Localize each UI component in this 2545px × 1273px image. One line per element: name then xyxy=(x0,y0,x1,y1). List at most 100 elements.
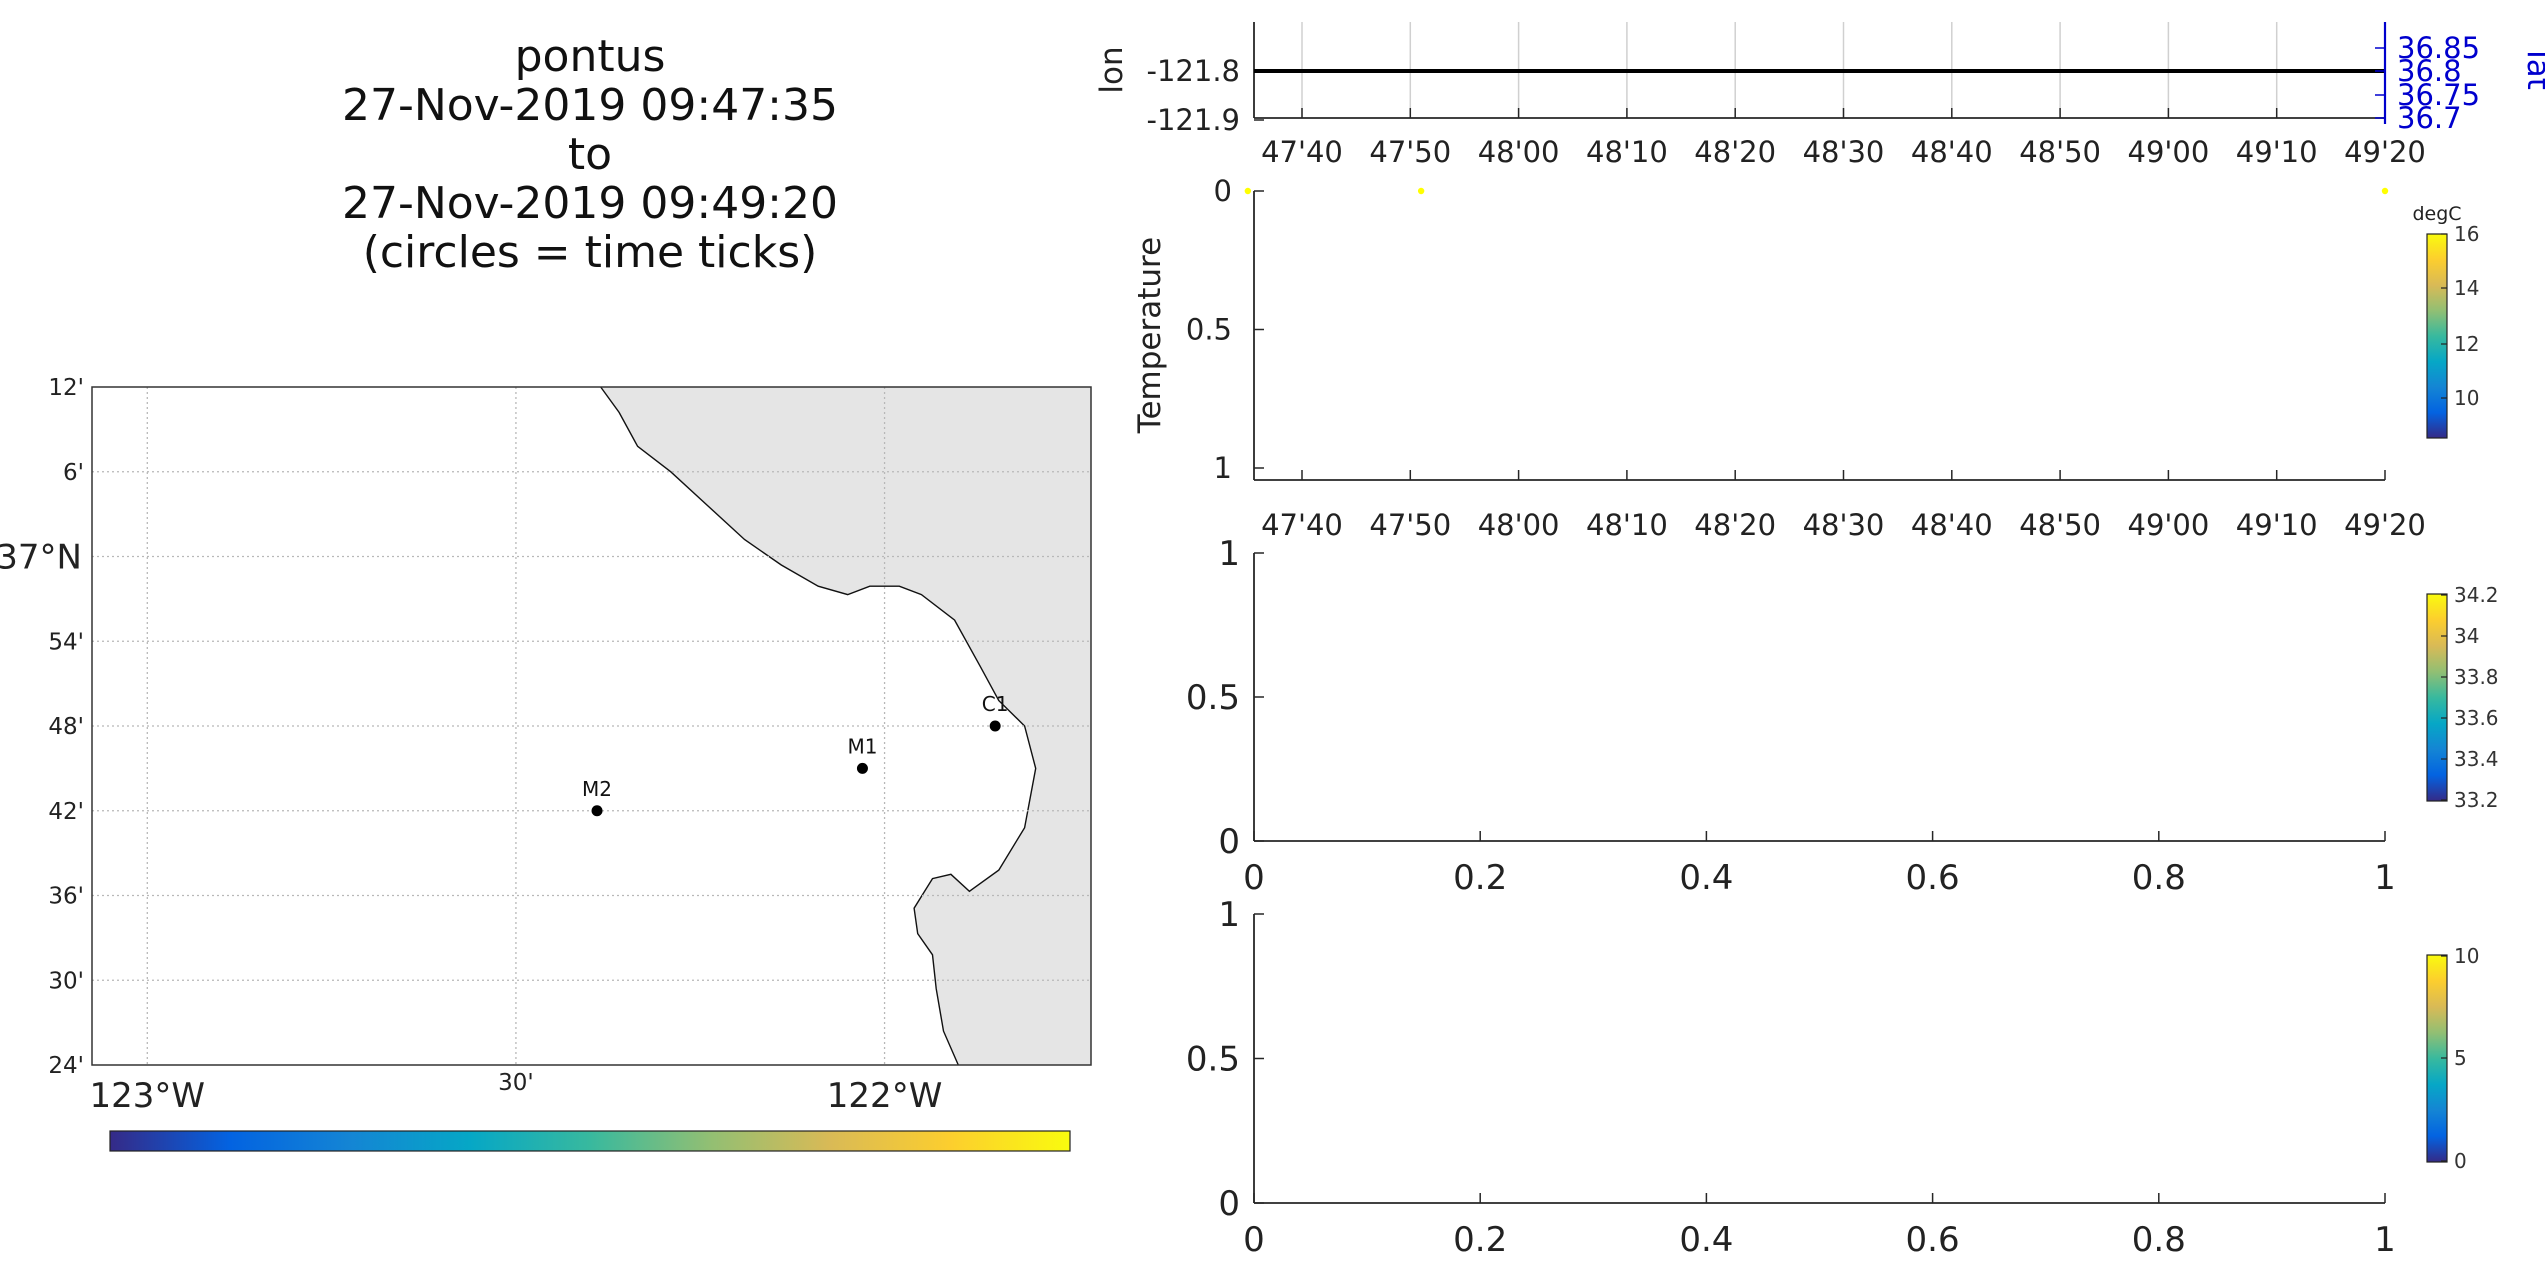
figure-title: pontus 27-Nov-2019 09:47:35 to 27-Nov-20… xyxy=(190,32,990,277)
map-lat-tick-label: 24' xyxy=(48,1053,84,1079)
map-lat-tick-label: 36' xyxy=(48,884,84,910)
y-tick-label: 1 xyxy=(1214,451,1232,485)
lat-tick-label: 36.75 xyxy=(2397,78,2480,112)
x-tick-label: 0.8 xyxy=(2132,1220,2186,1260)
colorbar-tick-label: 12 xyxy=(2454,332,2479,356)
colorbar-tick-label: 10 xyxy=(2454,386,2479,410)
temperature-data-point xyxy=(1244,187,1252,195)
time-tick-label: 48'50 xyxy=(2019,135,2101,169)
title-line-4: 27-Nov-2019 09:49:20 xyxy=(341,178,838,229)
panel-temperature: 47'40 47'50 48'00 48'10 48'20 48'30 48'40 48'50… xyxy=(1132,174,2479,542)
temperature-data-point xyxy=(1417,187,1425,195)
time-tick-label: 49'00 xyxy=(2128,135,2210,169)
time-tick-label: 48'30 xyxy=(1803,135,1885,169)
title-line-1: pontus xyxy=(514,31,666,82)
map-lat-tick-label: 12' xyxy=(48,375,84,401)
x-tick-label: 0 xyxy=(1243,1220,1265,1260)
time-tick-label: 47'40 xyxy=(1261,508,1343,542)
lat-tick-label: 36.85 xyxy=(2397,31,2480,65)
y-tick-label: 1 xyxy=(1218,534,1240,574)
colorbar-tick-label: 10 xyxy=(2454,944,2479,968)
y-axis-label: Temperature xyxy=(1132,237,1168,434)
panel-3: 0 0.2 0.4 0.6 0.8 1 1 0.5 0 34.2 34 33.8 33.6 33.4 33.… xyxy=(1186,534,2499,898)
x-tick-label: 0.4 xyxy=(1679,858,1733,898)
title-line-3: to xyxy=(567,129,613,180)
lat-tick-label: 36.8 xyxy=(2397,54,2462,88)
panel-4: 0 0.2 0.4 0.6 0.8 1 1 0.5 0 10 5 0 xyxy=(1186,895,2480,1260)
time-tick-label: 47'50 xyxy=(1369,508,1451,542)
station-label-m2: M2 xyxy=(582,777,612,801)
colorbar-tick-label: 33.8 xyxy=(2454,665,2499,689)
time-tick-label: 48'20 xyxy=(1694,135,1776,169)
x-tick-label: 1 xyxy=(2374,858,2396,898)
colorbar-tick-label: 33.2 xyxy=(2454,788,2499,812)
title-line-5: (circles = time ticks) xyxy=(362,227,818,278)
time-tick-label: 48'00 xyxy=(1478,135,1560,169)
map: 12' 6' 37°N 54' 48' 42' 36' 30' 24'123°W 30' 122°W… xyxy=(0,375,1092,1152)
colorbar-tick-label: 5 xyxy=(2454,1046,2467,1070)
map-lat-tick-label: 42' xyxy=(48,799,84,825)
colorbar xyxy=(2426,593,2448,802)
map-lat-tick-label: 37°N xyxy=(0,538,82,578)
time-tick-label: 48'50 xyxy=(2019,508,2101,542)
time-tick-label: 48'20 xyxy=(1694,508,1776,542)
map-lat-tick-label: 48' xyxy=(48,714,84,740)
lat-tick-label: 36.7 xyxy=(2397,101,2462,135)
time-tick-label: 49'20 xyxy=(2344,508,2426,542)
time-tick-label: 48'40 xyxy=(1911,135,1993,169)
y-tick-label: 0.5 xyxy=(1186,678,1240,718)
time-tick-label: 49'10 xyxy=(2236,135,2318,169)
lat-axis-label: lat xyxy=(2520,50,2545,90)
time-tick-label: 48'00 xyxy=(1478,508,1560,542)
coastline xyxy=(600,386,1037,1066)
map-frame xyxy=(91,386,1092,1066)
map-lon-tick-label: 30' xyxy=(498,1070,534,1096)
panel-lon-lat: 47'40 47'50 48'00 48'10 48'20 48'30 48'40 48'50… xyxy=(1094,22,2545,169)
time-tick-label: 48'10 xyxy=(1586,508,1668,542)
map-lat-tick-label: 6' xyxy=(63,460,84,486)
y-tick-label: 0 xyxy=(1218,1184,1240,1224)
x-tick-label: 0.2 xyxy=(1453,858,1507,898)
temperature-colorbar xyxy=(2426,233,2448,439)
colorbar-tick-label: 33.4 xyxy=(2454,747,2499,771)
time-tick-label: 47'50 xyxy=(1369,135,1451,169)
station-marker-c1 xyxy=(989,720,1001,732)
colorbar-tick-label: 14 xyxy=(2454,276,2479,300)
time-tick-label: 49'00 xyxy=(2128,508,2210,542)
temperature-data-point xyxy=(2381,187,2389,195)
x-tick-label: 0.6 xyxy=(1906,858,1960,898)
colorbar-tick-label: 0 xyxy=(2454,1149,2467,1173)
station-label-c1: C1 xyxy=(982,692,1009,716)
time-tick-label: 47'40 xyxy=(1261,135,1343,169)
map-colorbar xyxy=(109,1130,1071,1152)
time-tick-label: 49'10 xyxy=(2236,508,2318,542)
y-tick-label: 1 xyxy=(1218,895,1240,935)
y-tick-label: 0 xyxy=(1214,174,1232,208)
station-label-m1: M1 xyxy=(847,734,877,758)
y-tick-label: 0.5 xyxy=(1186,1040,1240,1080)
map-lat-tick-label: 54' xyxy=(48,629,84,655)
y-tick-label: 0 xyxy=(1218,822,1240,862)
colorbar-unit-label: degC xyxy=(2412,203,2461,225)
map-lon-tick-label: 123°W xyxy=(90,1076,206,1116)
y-tick-label: -121.8 xyxy=(1147,54,1241,88)
map-lat-tick-label: 30' xyxy=(48,968,84,994)
time-tick-label: 49'20 xyxy=(2344,135,2426,169)
time-tick-label: 48'30 xyxy=(1803,508,1885,542)
x-tick-label: 0.2 xyxy=(1453,1220,1507,1260)
map-lon-tick-label: 122°W xyxy=(827,1076,943,1116)
time-tick-label: 48'40 xyxy=(1911,508,1993,542)
station-marker-m1 xyxy=(856,762,868,774)
x-tick-label: 0.4 xyxy=(1679,1220,1733,1260)
y-axis-label: lon xyxy=(1094,46,1130,93)
x-tick-label: 0.8 xyxy=(2132,858,2186,898)
colorbar-tick-label: 34.2 xyxy=(2454,583,2499,607)
x-tick-label: 0.6 xyxy=(1906,1220,1960,1260)
x-tick-label: 0 xyxy=(1243,858,1265,898)
colorbar-tick-label: 34 xyxy=(2454,624,2479,648)
time-tick-label: 48'10 xyxy=(1586,135,1668,169)
station-marker-m2 xyxy=(591,805,603,817)
colorbar-tick-label: 33.6 xyxy=(2454,706,2499,730)
y-tick-label: 0.5 xyxy=(1186,313,1232,347)
